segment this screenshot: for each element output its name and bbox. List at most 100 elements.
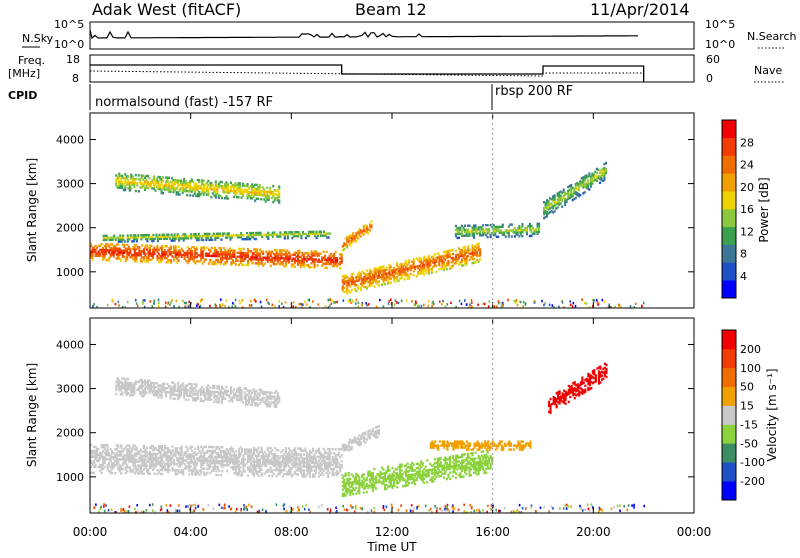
echo-cell [114, 472, 116, 474]
echo-cell [303, 453, 305, 455]
echo-cell [189, 194, 191, 196]
echo-cell [328, 236, 330, 238]
noise-cell [358, 302, 360, 305]
echo-cell [345, 494, 347, 496]
echo-cell [243, 248, 245, 250]
echo-cell [129, 466, 131, 468]
echo-cell [146, 244, 148, 246]
echo-cell [120, 259, 122, 261]
echo-cell [259, 184, 261, 186]
echo-cell [323, 251, 325, 253]
echo-cell [187, 447, 189, 449]
noise-cell [366, 304, 368, 307]
echo-cell [217, 259, 219, 261]
noise-cell [250, 300, 252, 303]
noise-cell [619, 304, 621, 307]
noise-cell [151, 305, 153, 308]
echo-cell [548, 200, 550, 202]
noise-cell [350, 302, 352, 305]
echo-cell [195, 183, 197, 185]
echo-cell [505, 235, 507, 237]
echo-cell [111, 243, 113, 245]
echo-cell [200, 398, 202, 400]
echo-cell [221, 181, 223, 183]
noise-cell [331, 302, 333, 305]
echo-cell [170, 259, 172, 261]
freq-label: Freq. [18, 54, 45, 67]
echo-cell [120, 444, 122, 446]
noise-cell [439, 301, 441, 304]
nave-tick-bottom: 0 [706, 72, 713, 85]
echo-cell [369, 229, 371, 231]
echo-cell [386, 267, 388, 269]
echo-cell [168, 177, 170, 179]
echo-cell [487, 224, 489, 226]
echo-cell [349, 291, 351, 293]
echo-cell [117, 444, 119, 446]
noise-cell [215, 305, 217, 308]
echo-cell [298, 250, 300, 252]
noise-cell [572, 305, 574, 308]
noise-cell [268, 303, 270, 306]
echo-cell [276, 249, 278, 251]
echo-cell [141, 244, 143, 246]
echo-cell [146, 447, 148, 449]
echo-cell [138, 246, 140, 248]
echo-cell [138, 174, 140, 176]
noise-cell [225, 299, 227, 302]
echo-cell [561, 206, 563, 208]
noise-cell [418, 305, 420, 308]
echo-cell [587, 179, 589, 181]
echo-cell [268, 401, 270, 403]
echo-cell [560, 195, 562, 197]
echo-cell [245, 387, 247, 389]
echo-cell [210, 196, 212, 198]
noise-cell [525, 303, 527, 306]
y-tick-label: 1000 [56, 266, 84, 279]
noise-cell [368, 303, 370, 306]
noise-cell [494, 305, 496, 308]
noise-cell [329, 298, 331, 301]
echo-cell [352, 277, 354, 279]
noise-cell [431, 305, 433, 308]
echo-cell [203, 247, 205, 249]
noise-cell [519, 300, 521, 303]
freq-tick-top: 18 [66, 53, 80, 66]
echo-cell [186, 194, 188, 196]
echo-cell [428, 255, 430, 257]
echo-cell [346, 244, 348, 246]
echo-cell [218, 385, 220, 387]
noise-cell [327, 299, 329, 302]
nsearch-label: N.Search [747, 30, 797, 43]
echo-cell [162, 176, 164, 178]
echo-cell [599, 182, 601, 184]
echo-cell [323, 474, 325, 476]
echo-cell [196, 246, 198, 248]
echo-cell [117, 377, 119, 379]
noise-cell [461, 303, 463, 306]
echo-cell [144, 252, 146, 254]
noise-cell [293, 301, 295, 304]
echo-cell [390, 266, 392, 268]
echo-cell [570, 184, 572, 186]
noise-cell [447, 303, 449, 306]
echo-cell [588, 188, 590, 190]
echo-cell [181, 445, 183, 447]
noise-cell [549, 304, 551, 307]
echo-cell [366, 477, 368, 479]
echo-cell [338, 452, 340, 454]
noise-cell [552, 304, 554, 307]
echo-cell [557, 206, 559, 208]
echo-cell [358, 476, 360, 478]
echo-cell [206, 472, 208, 474]
noise-cell [302, 303, 304, 306]
echo-cell [336, 458, 338, 460]
noise-cell [281, 303, 283, 306]
echo-cell [307, 252, 309, 254]
noise-cell [185, 302, 187, 305]
echo-cell [224, 398, 226, 400]
echo-cell [188, 473, 190, 475]
echo-cell [278, 199, 280, 201]
echo-cell [275, 390, 277, 392]
echo-cell [349, 478, 351, 480]
